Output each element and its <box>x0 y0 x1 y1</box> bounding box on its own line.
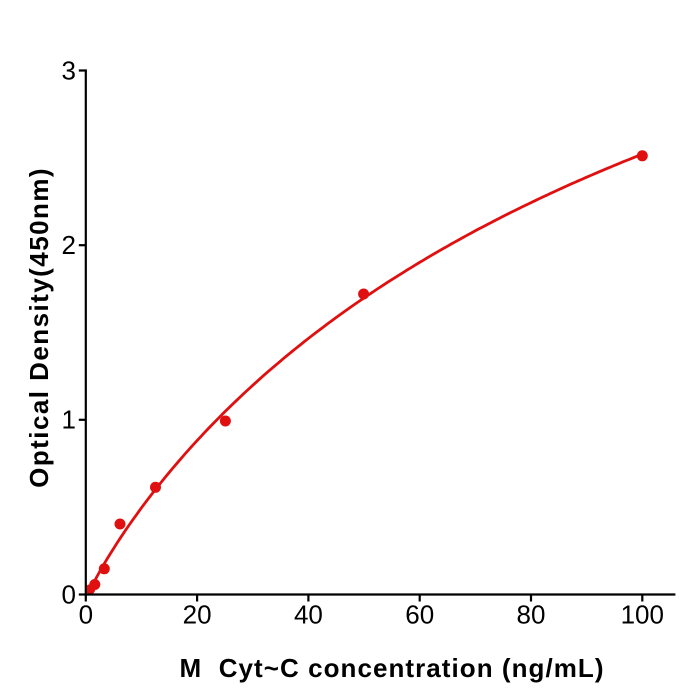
svg-text:3: 3 <box>62 55 76 85</box>
svg-text:2: 2 <box>62 230 76 260</box>
svg-text:0: 0 <box>62 579 76 609</box>
svg-text:1: 1 <box>62 405 76 435</box>
svg-text:0: 0 <box>79 600 93 630</box>
svg-text:40: 40 <box>294 600 323 630</box>
svg-text:M Cyt~C concentration (ng/mL): M Cyt~C concentration (ng/mL) <box>179 653 604 683</box>
svg-text:20: 20 <box>183 600 212 630</box>
svg-text:80: 80 <box>517 600 546 630</box>
svg-text:100: 100 <box>621 600 664 630</box>
svg-text:Optical Density(450nm): Optical Density(450nm) <box>24 167 54 488</box>
svg-text:60: 60 <box>405 600 434 630</box>
